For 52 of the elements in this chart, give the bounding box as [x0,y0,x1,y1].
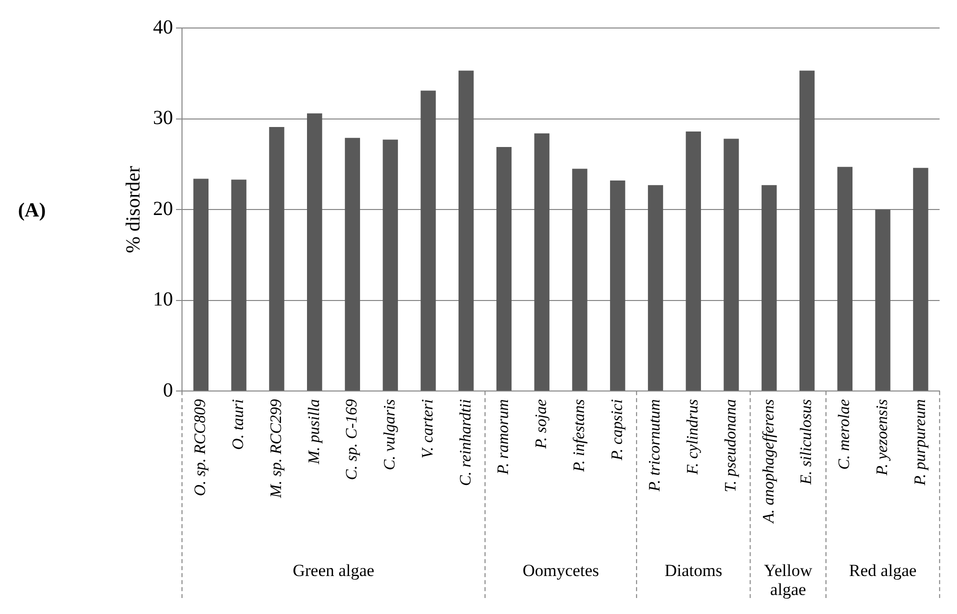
bar [799,70,815,391]
y-tick-label: 20 [153,198,173,220]
text: Red algae [849,561,917,580]
text: (A) [18,200,46,222]
y-tick-label: 10 [153,288,173,311]
y-tick-label: 40 [153,16,173,38]
bar [913,168,928,391]
x-tick-label: P. tricornutum [646,399,664,492]
bar [269,126,284,391]
bar [458,70,474,391]
bar [231,180,246,391]
x-tick-label: C. reinhardtii [457,399,474,486]
bar [610,180,626,391]
text: Diatoms [664,561,722,580]
y-tick-label: 30 [153,107,173,130]
bar [534,133,550,391]
x-tick-label: O. tauri [230,399,248,450]
bar [648,185,664,391]
text: Green algae [292,561,374,580]
bar [344,138,360,391]
bar [875,210,890,391]
bar [686,132,701,391]
x-tick-label: P. yezoensis [874,399,891,476]
x-tick-label: O. sp. RCC809 [192,399,210,496]
x-tick-label: C. vulgaris [382,399,399,470]
bar [572,168,588,391]
x-tick-label: P. infestans [570,399,588,473]
bar [762,185,777,391]
x-tick-label: V. carteri [419,399,436,458]
bar [496,146,512,391]
x-tick-label: A. anophagefferens [760,399,778,524]
text: Yellow algae [764,561,813,599]
x-tick-label: P. ramorum [495,399,512,476]
bar [420,90,436,391]
x-tick-label: T. pseudonana [722,399,740,492]
text: Oomycetes [522,561,600,580]
bar [307,113,322,391]
x-tick-label: P. capsici [608,399,626,462]
x-tick-label: E. siliculosus [798,399,816,486]
x-tick-label: C. merolae [836,399,854,470]
x-tick-label: P. sojae [533,399,550,450]
x-tick-label: M. sp. RCC299 [268,399,285,499]
bar [382,140,398,391]
bar [837,166,852,391]
x-tick-label: F. cylindrus [684,399,702,476]
y-tick-label: 0 [163,379,173,402]
bar [193,178,209,391]
x-tick-label: C. sp. C-169 [344,399,361,480]
x-tick-label: P. purpureum [912,399,929,486]
x-tick-label: M. pusilla [306,399,323,466]
bar [724,138,739,391]
y-axis-title: % disorder [122,166,144,254]
